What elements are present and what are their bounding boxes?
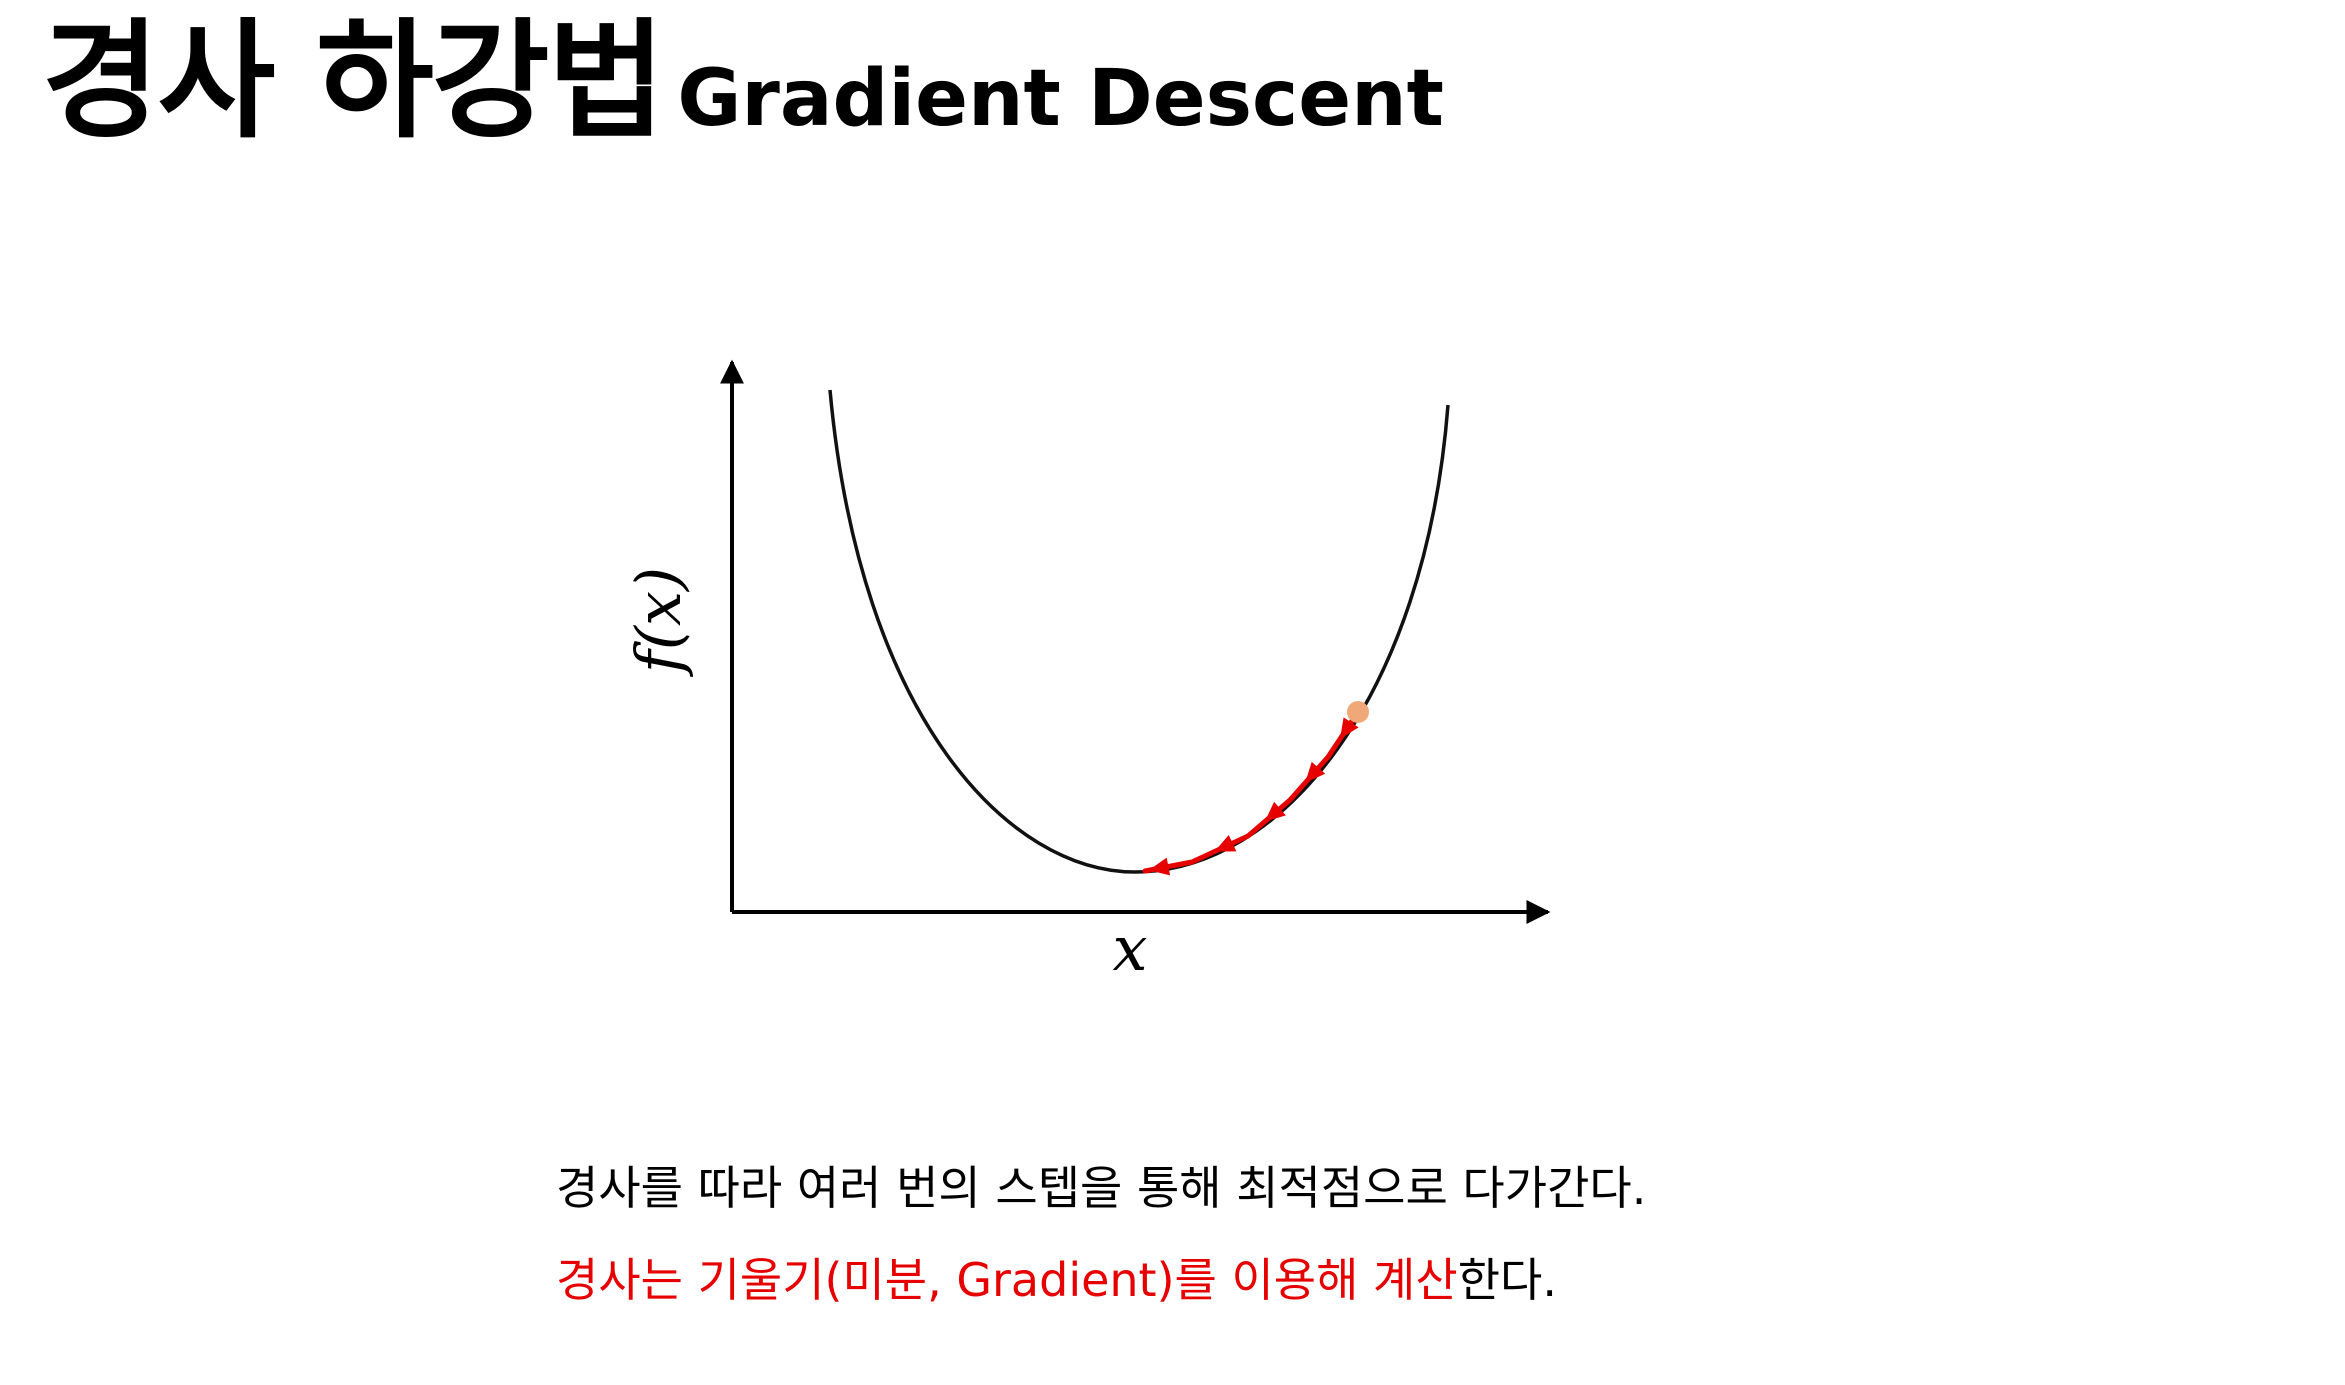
y-axis-label: f(x) [622,567,695,677]
slide-title: 경사 하강법 Gradient Descent [42,18,1444,146]
step-arrowhead [1264,801,1286,822]
caption-highlight: 경사는 기울기(미분, Gradient)를 이용해 계산 [556,1253,1458,1307]
caption-line-1: 경사를 따라 여러 번의 스텝을 통해 최적점으로 다가간다. [556,1161,1647,1215]
step-arrowhead [1340,717,1359,739]
caption-line-2: 경사는 기울기(미분, Gradient)를 이용해 계산한다. [556,1234,1646,1326]
descent-step-arrows [1148,717,1359,876]
caption-rest: 한다. [1457,1253,1557,1307]
step-arrowhead [1305,761,1326,783]
start-point [1347,701,1369,723]
caption: 경사를 따라 여러 번의 스텝을 통해 최적점으로 다가간다. 경사는 기울기(… [556,1142,1646,1326]
loss-curve [828,389,1450,874]
descent-path [1142,709,1361,874]
step-arrowhead [1148,857,1171,876]
x-axis-label: x [1113,912,1148,985]
title-korean: 경사 하강법 [42,7,665,156]
step-arrowhead [1214,835,1237,852]
title-english: Gradient Descent [677,54,1444,144]
